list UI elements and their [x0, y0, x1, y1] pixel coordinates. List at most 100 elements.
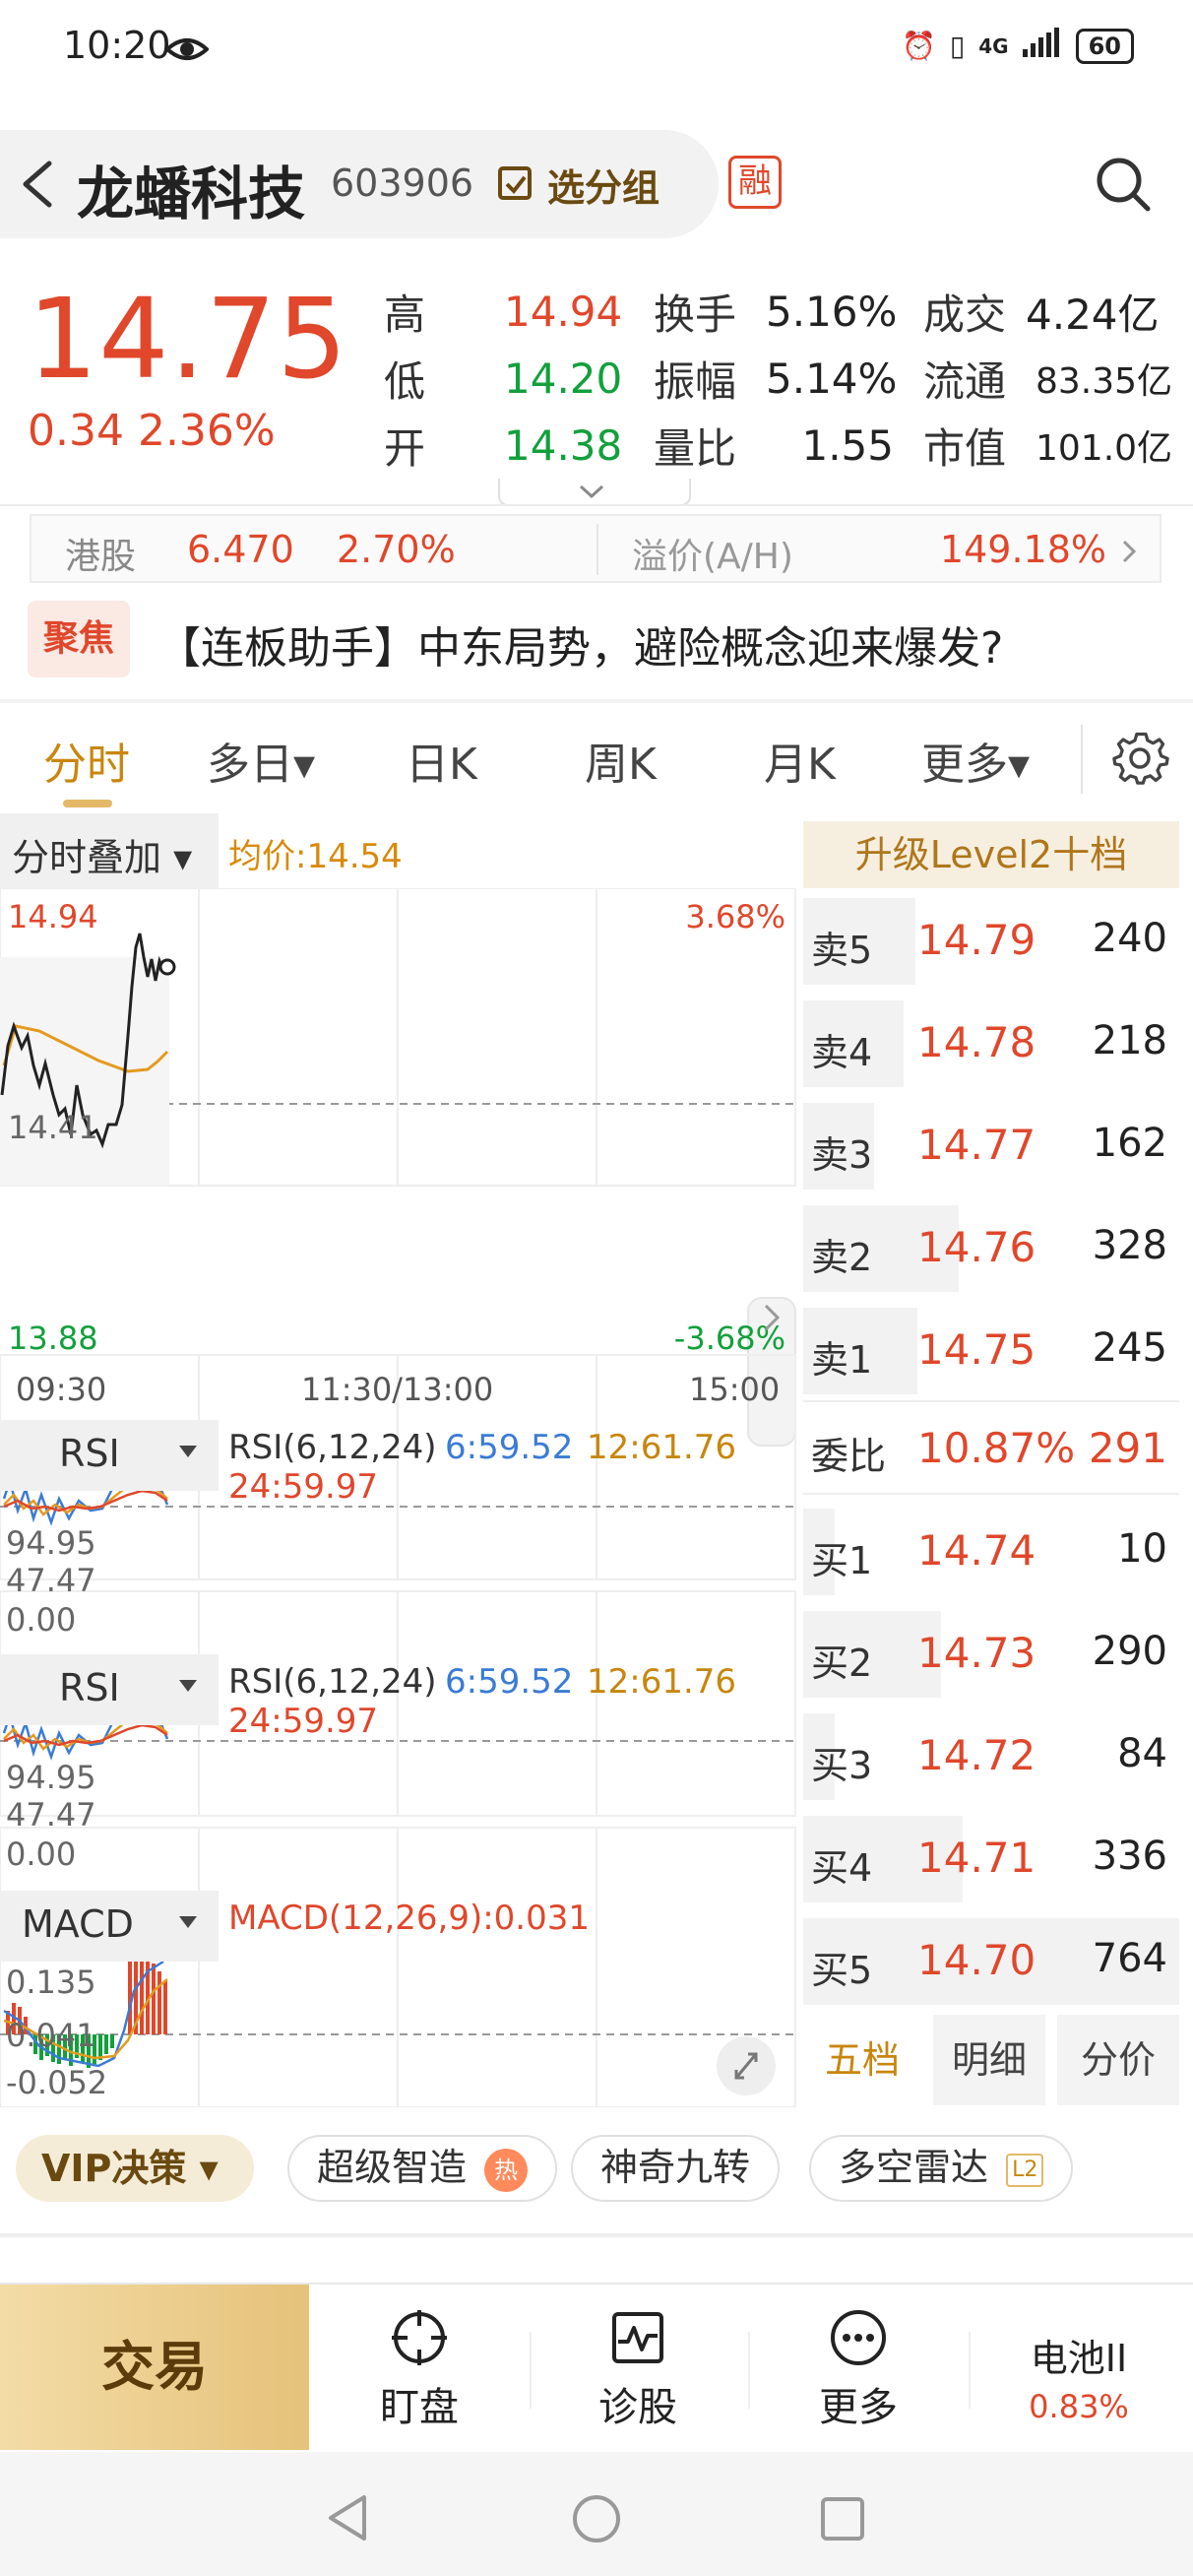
- volume-bar: [803, 1611, 941, 1698]
- indicator-dropdown-macd[interactable]: MACD: [0, 1891, 219, 1962]
- tab-weekly-k[interactable]: 周K: [585, 740, 657, 790]
- news-headline[interactable]: 【连板助手】中东局势，避险概念迎来爆发?: [157, 623, 1004, 674]
- bid-volume: 764: [1092, 1936, 1167, 1981]
- bid-volume: 290: [1092, 1629, 1167, 1674]
- bid-volume: 336: [1092, 1834, 1167, 1879]
- chevron-right-icon[interactable]: [760, 1300, 784, 1335]
- quote-stats-col3: 成交 4.24亿 流通 83.35亿 市值 101.0亿: [923, 278, 1172, 479]
- rsi-axis-mid: 47.47: [6, 1796, 96, 1834]
- divider: [0, 2233, 1193, 2237]
- volume-bar: [803, 1918, 1179, 2005]
- stat-amplitude: 5.14%: [766, 354, 898, 403]
- bid-label: 买5: [811, 1949, 873, 1992]
- caret-down-icon: [179, 1446, 197, 1457]
- pct-axis-low: -3.68%: [673, 1320, 785, 1357]
- chart-period-tabs: 分时 多日▾ 日K 周K 月K 更多▾: [0, 715, 1193, 809]
- gear-icon[interactable]: [1112, 729, 1171, 788]
- tab-price-breakdown[interactable]: 分价: [1057, 2015, 1179, 2105]
- volume-bar: [803, 1308, 917, 1394]
- rsi-axis-bottom: 0.00: [6, 1601, 77, 1639]
- bid-label: 买2: [811, 1642, 873, 1685]
- average-price: 均价:14.54: [228, 837, 403, 876]
- rsi-24-value: 24:59.97: [228, 1702, 379, 1741]
- divider: [596, 524, 598, 575]
- indicator-dropdown-rsi-2[interactable]: RSI: [0, 1654, 219, 1725]
- checkbox-edit-icon[interactable]: [497, 165, 534, 203]
- intraday-chart-area[interactable]: 分时叠加 ▾ 均价:14.54: [0, 813, 799, 2107]
- ask-label: 卖4: [811, 1031, 873, 1074]
- y-axis-low: 13.88: [8, 1320, 98, 1357]
- trade-button[interactable]: 交易: [0, 2285, 309, 2450]
- stat-label: 高: [384, 290, 426, 339]
- bid-row-2: 买2 14.73 290: [803, 1603, 1179, 1706]
- select-group-button[interactable]: 选分组: [547, 166, 660, 210]
- divider: [748, 2332, 750, 2409]
- watch-button[interactable]: 盯盘: [321, 2308, 518, 2432]
- news-ticker[interactable]: 聚焦 【连板助手】中东局势，避险概念迎来爆发?: [0, 601, 1193, 699]
- super-manufacturing-chip[interactable]: 超级智造 热: [287, 2135, 558, 2202]
- tab-details[interactable]: 明细: [933, 2015, 1045, 2105]
- vip-decision-dropdown[interactable]: VIP决策 ▾: [16, 2135, 254, 2202]
- status-bar: 10:20 ⏰ ▯ 4G 60: [0, 0, 1193, 98]
- tab-five-levels[interactable]: 五档: [803, 2015, 921, 2105]
- watch-label: 盯盘: [380, 2385, 459, 2430]
- current-price: 14.75: [28, 276, 348, 404]
- upgrade-level2-button[interactable]: 升级Level2十档: [803, 821, 1179, 888]
- bid-row-4: 买4 14.71 336: [803, 1808, 1179, 1910]
- price-change: 0.34 2.36%: [28, 406, 276, 456]
- nav-home-icon[interactable]: [571, 2493, 622, 2544]
- tab-daily-k[interactable]: 日K: [406, 740, 477, 790]
- ask-volume: 162: [1092, 1121, 1167, 1166]
- tab-multi-day[interactable]: 多日▾: [207, 740, 316, 790]
- hk-share-bar[interactable]: 港股 6.470 2.70% 溢价(A/H) 149.18%: [30, 514, 1162, 583]
- macd-params: MACD(12,26,9):0.031: [228, 1899, 591, 1938]
- battery-indicator: 60: [1075, 28, 1134, 64]
- x-axis-open: 09:30: [16, 1371, 107, 1408]
- avg-price-line: [2, 1024, 169, 1073]
- rsi-axis-top: 94.95: [6, 1759, 96, 1796]
- divider: [0, 504, 1193, 506]
- volume-bar: [803, 1816, 963, 1902]
- divider: [0, 699, 1193, 703]
- indicator-dropdown-rsi-1[interactable]: RSI: [0, 1420, 219, 1491]
- volume-bar: [803, 898, 915, 985]
- stat-label: 换手: [654, 290, 737, 339]
- tab-monthly-k[interactable]: 月K: [764, 740, 836, 790]
- bid-label: 买4: [811, 1846, 873, 1890]
- macd-axis-mid: 0.041: [6, 2017, 96, 2054]
- magic-nine-chip[interactable]: 神奇九转: [571, 2135, 781, 2202]
- ask-row-4: 卖4 14.78 218: [803, 993, 1179, 1095]
- stock-header: 龙蟠科技 603906 选分组 融: [0, 130, 1193, 238]
- back-arrow-icon[interactable]: [16, 160, 59, 209]
- rsi-axis-bottom: 0.00: [6, 1835, 77, 1873]
- order-ratio-pct: 10.87%: [917, 1424, 1076, 1472]
- diagnose-button[interactable]: 诊股: [539, 2308, 736, 2432]
- order-ratio-row: 委比 10.87% 291: [803, 1400, 1179, 1495]
- stat-open: 14.38: [504, 420, 623, 470]
- nav-recents-icon[interactable]: [819, 2495, 866, 2543]
- ask-price: 14.78: [917, 1018, 1036, 1066]
- bid-row-5: 买5 14.70 764: [803, 1910, 1179, 2013]
- search-icon[interactable]: [1093, 154, 1154, 215]
- stat-volume-ratio: 1.55: [801, 420, 894, 470]
- more-button[interactable]: 更多: [760, 2308, 957, 2432]
- overlay-dropdown[interactable]: 分时叠加 ▾: [0, 813, 219, 888]
- status-time: 10:20: [63, 24, 171, 67]
- stat-high: 14.94: [504, 287, 623, 336]
- related-sector-button[interactable]: 电池II 0.83%: [980, 2328, 1177, 2425]
- chevron-right-icon: [1122, 540, 1137, 563]
- chevron-down-icon[interactable]: [577, 483, 606, 502]
- margin-trading-badge[interactable]: 融: [728, 156, 782, 209]
- volume-bar: [803, 1713, 835, 1800]
- stat-label: 成交: [923, 290, 1007, 339]
- divider: [530, 2332, 532, 2409]
- tab-more[interactable]: 更多▾: [921, 740, 1031, 790]
- nav-back-icon[interactable]: [325, 2493, 370, 2543]
- ask-label: 卖1: [811, 1338, 873, 1382]
- stat-market-cap: 101.0亿: [1036, 428, 1173, 469]
- rsi-axis-top: 94.95: [6, 1524, 96, 1562]
- tab-intraday[interactable]: 分时: [43, 740, 130, 790]
- bid-price: 14.70: [917, 1936, 1036, 1984]
- bid-price: 14.74: [917, 1526, 1036, 1575]
- bull-bear-radar-chip[interactable]: 多空雷达 L2: [809, 2135, 1074, 2202]
